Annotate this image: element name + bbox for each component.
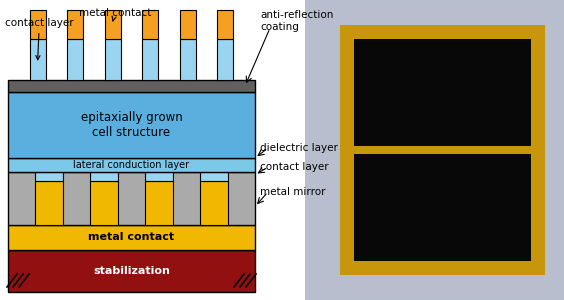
FancyBboxPatch shape [67,39,83,80]
FancyBboxPatch shape [35,181,63,225]
FancyBboxPatch shape [8,80,255,92]
FancyBboxPatch shape [8,92,255,158]
FancyBboxPatch shape [340,25,545,275]
FancyBboxPatch shape [180,10,196,39]
Text: metal contact: metal contact [79,8,151,21]
FancyBboxPatch shape [67,10,83,39]
FancyBboxPatch shape [305,0,564,300]
FancyBboxPatch shape [29,39,46,80]
FancyBboxPatch shape [200,172,228,181]
FancyBboxPatch shape [354,39,531,261]
FancyBboxPatch shape [218,39,233,80]
Text: metal mirror: metal mirror [260,187,325,197]
FancyBboxPatch shape [105,39,121,80]
FancyBboxPatch shape [8,158,255,172]
FancyBboxPatch shape [105,10,121,39]
FancyBboxPatch shape [90,172,118,181]
FancyBboxPatch shape [8,250,255,292]
FancyBboxPatch shape [90,181,118,225]
FancyBboxPatch shape [180,39,196,80]
FancyBboxPatch shape [35,172,63,181]
FancyBboxPatch shape [354,146,531,154]
Text: metal contact: metal contact [89,232,175,242]
Text: stabilization: stabilization [93,266,170,276]
Text: anti-reflection
coating: anti-reflection coating [260,10,333,32]
FancyBboxPatch shape [29,10,46,39]
Text: lateral conduction layer: lateral conduction layer [73,160,190,170]
FancyBboxPatch shape [8,225,255,250]
FancyBboxPatch shape [200,181,228,225]
FancyBboxPatch shape [142,39,158,80]
Text: epitaxially grown
cell structure: epitaxially grown cell structure [81,111,182,139]
FancyBboxPatch shape [145,172,173,181]
Text: contact layer: contact layer [260,162,329,172]
Text: dielectric layer: dielectric layer [260,143,338,153]
FancyBboxPatch shape [8,172,255,225]
FancyBboxPatch shape [145,181,173,225]
FancyBboxPatch shape [142,10,158,39]
Text: contact layer: contact layer [5,18,74,60]
FancyBboxPatch shape [218,10,233,39]
